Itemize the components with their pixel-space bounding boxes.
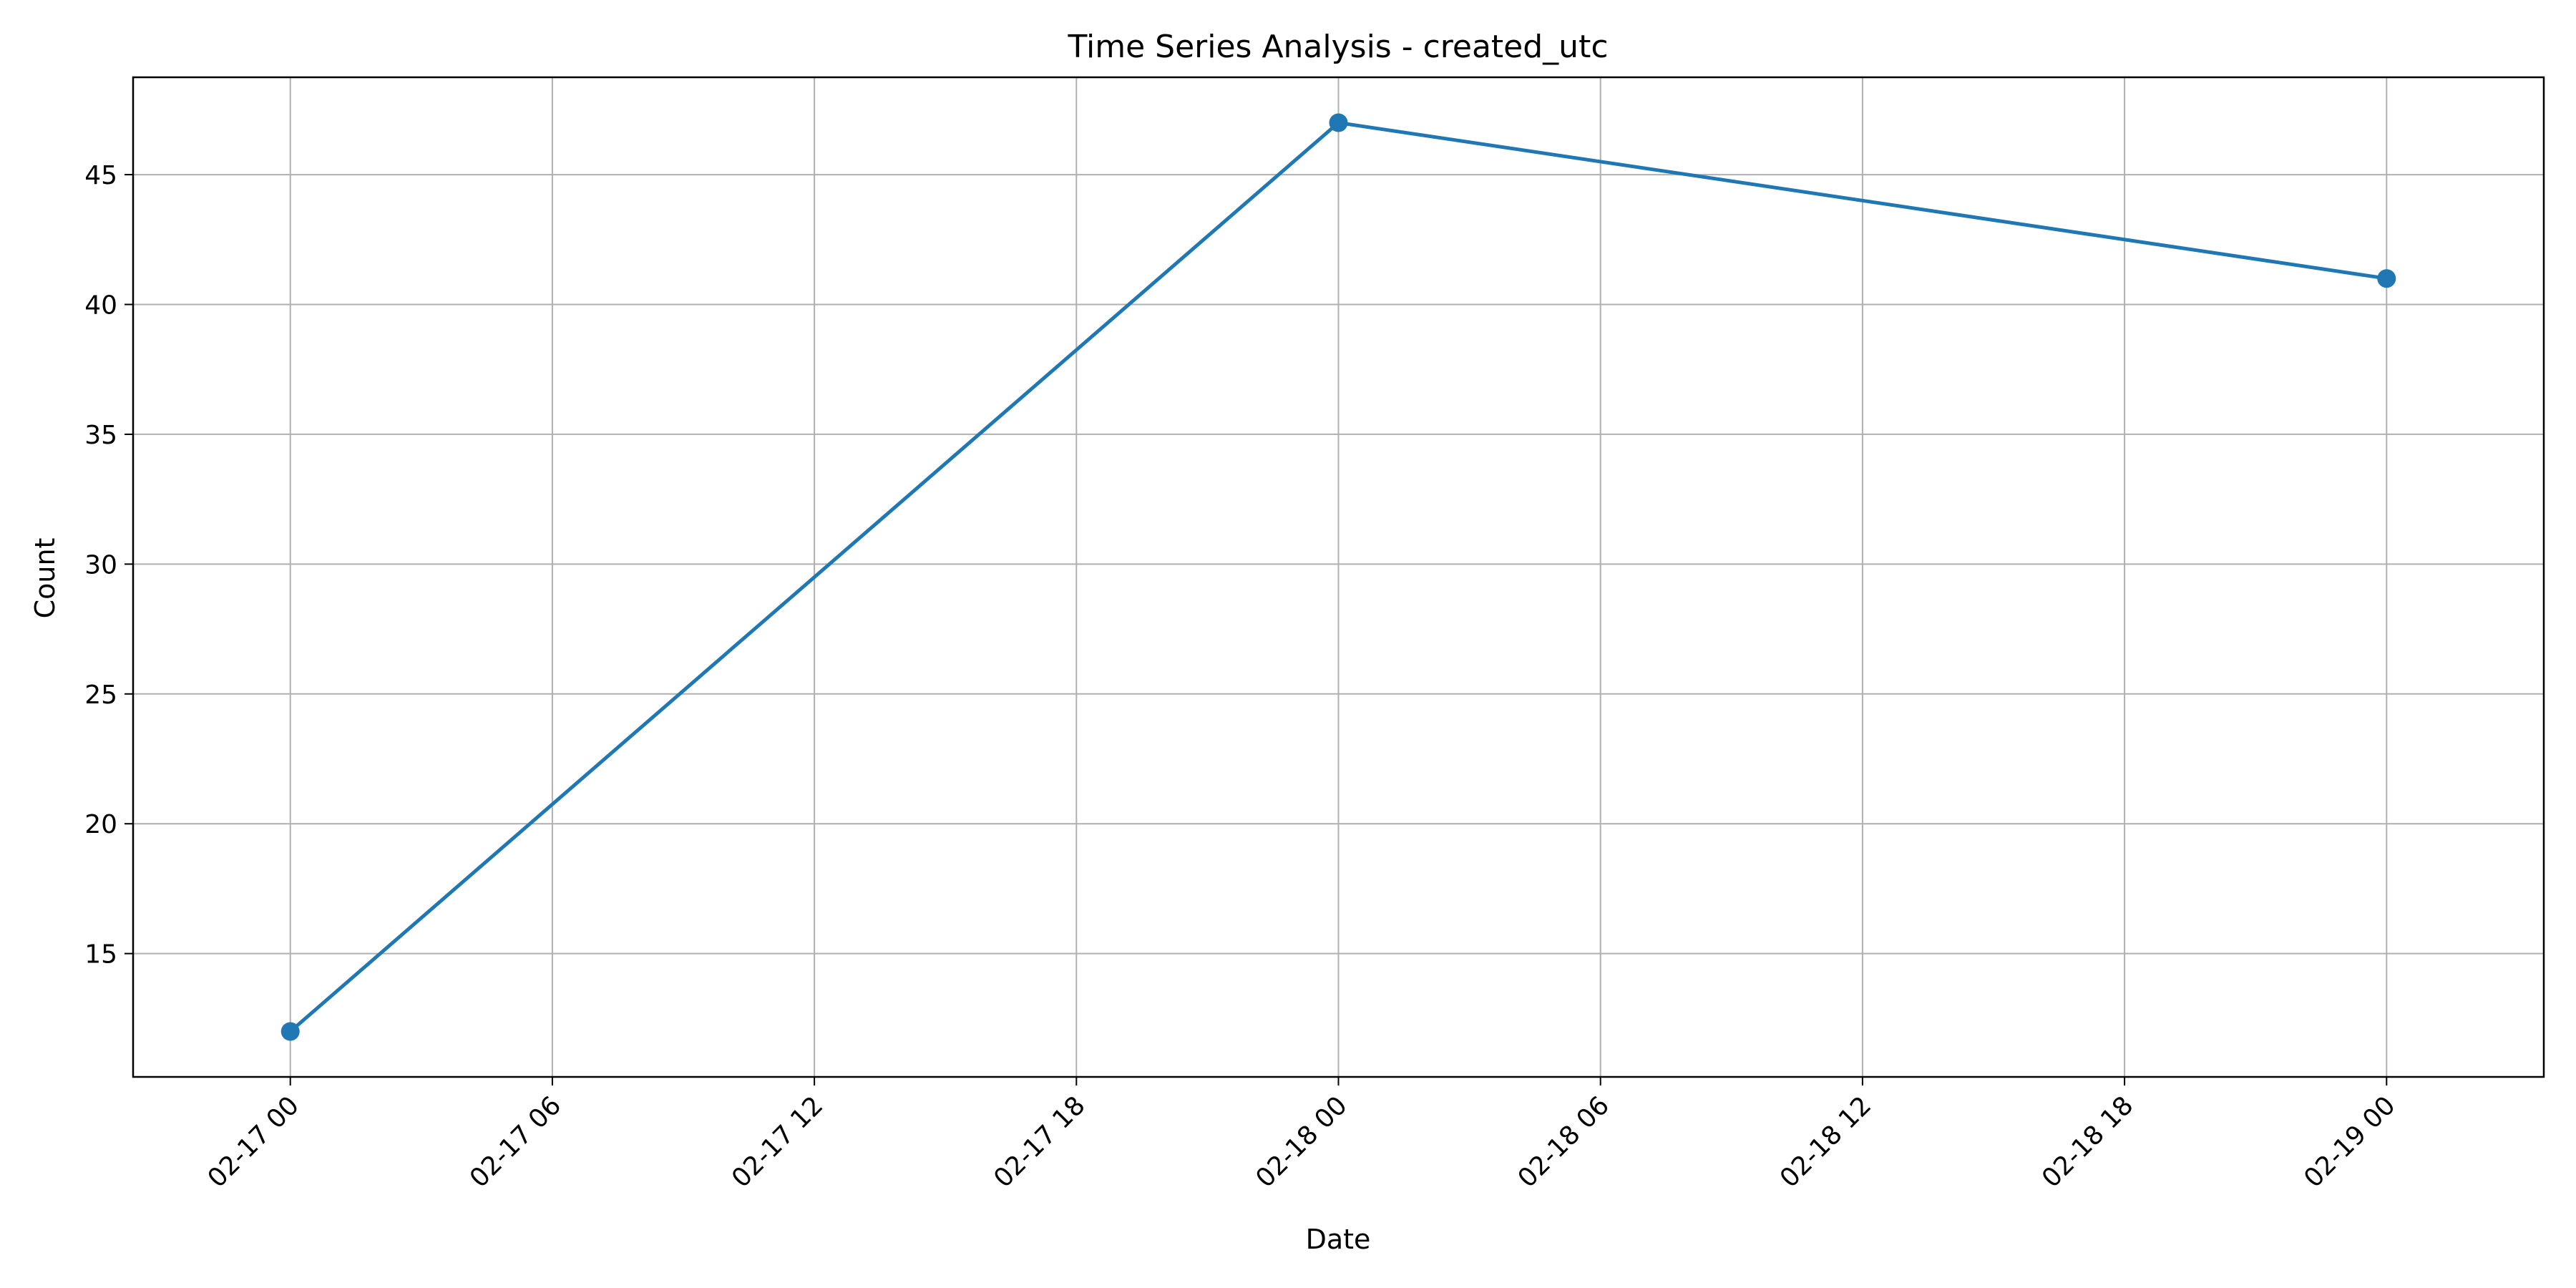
y-tick-label: 40 — [84, 291, 117, 321]
chart-title: Time Series Analysis - created_utc — [1067, 29, 1608, 65]
y-axis-label: Count — [29, 538, 61, 619]
y-tick-label: 35 — [84, 421, 117, 450]
y-tick-label: 20 — [84, 810, 117, 839]
grid-layer — [133, 77, 2544, 1077]
y-tick-label: 15 — [84, 940, 117, 970]
y-tick-label: 45 — [84, 161, 117, 190]
data-point — [280, 1022, 300, 1041]
y-tick-label: 30 — [84, 550, 117, 580]
series-layer — [280, 113, 2396, 1041]
x-axis-label: Date — [1306, 1224, 1371, 1255]
data-point — [1329, 113, 1348, 132]
y-tick-label: 25 — [84, 680, 117, 710]
data-point — [2377, 269, 2396, 288]
